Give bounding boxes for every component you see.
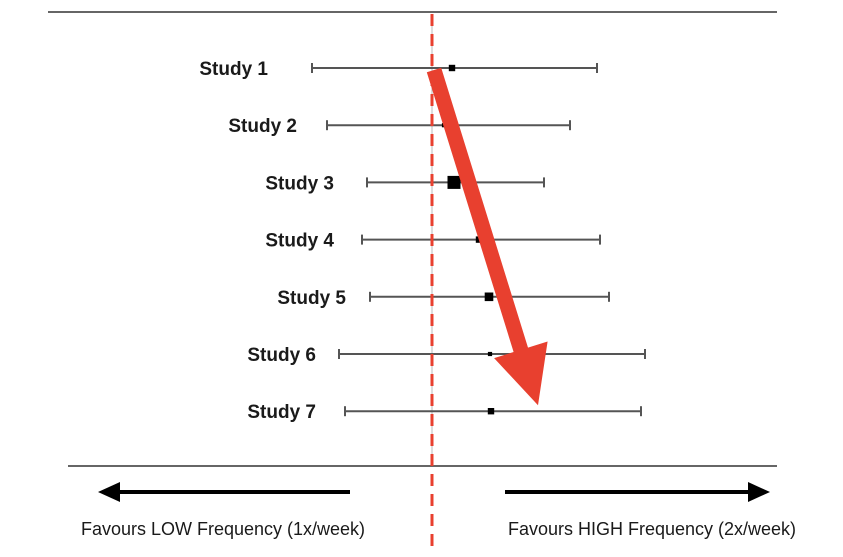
study-row: Study 2 bbox=[228, 116, 571, 137]
point-estimate bbox=[448, 64, 456, 72]
point-estimate bbox=[487, 408, 495, 415]
study-row: Study 3 bbox=[265, 173, 545, 194]
study-row: Study 1 bbox=[199, 59, 598, 80]
study-row: Study 6 bbox=[247, 345, 646, 366]
study-row: Study 5 bbox=[277, 288, 610, 309]
study-label: Study 1 bbox=[199, 59, 268, 80]
favours-low-arrow bbox=[98, 482, 350, 502]
study-label: Study 2 bbox=[228, 116, 297, 137]
study-rows: Study 1 Study 2 Study 3 Study 4 Study 5 Study… bbox=[199, 59, 646, 423]
study-label: Study 6 bbox=[247, 345, 316, 366]
study-label: Study 5 bbox=[277, 288, 346, 309]
study-row: Study 7 bbox=[247, 402, 642, 423]
trend-arrow-shape bbox=[426, 67, 548, 406]
favours-low-label: Favours LOW Frequency (1x/week) bbox=[81, 519, 365, 539]
study-label: Study 4 bbox=[265, 231, 334, 252]
point-estimate bbox=[447, 175, 461, 189]
favours-high-label: Favours HIGH Frequency (2x/week) bbox=[508, 519, 796, 539]
point-estimate bbox=[487, 351, 493, 357]
trend-arrow bbox=[426, 67, 548, 406]
study-label: Study 7 bbox=[247, 402, 316, 423]
point-estimate bbox=[484, 292, 494, 302]
favours-high-arrow bbox=[505, 482, 770, 502]
study-label: Study 3 bbox=[265, 173, 334, 194]
